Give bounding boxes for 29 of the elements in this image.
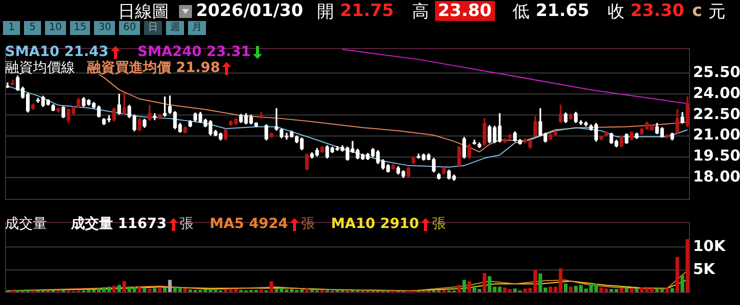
text: MA10 2910 張: [330, 216, 446, 232]
text: 2026/01/30: [196, 1, 304, 21]
text: 21.65: [536, 1, 590, 21]
text: 元: [708, 0, 726, 22]
series-label: SMA10 21.43: [5, 44, 108, 60]
text: 23.30: [630, 1, 684, 21]
text: SMA240 23.31: [138, 44, 251, 60]
y-tick-label: 24.00: [693, 84, 740, 102]
text: 融資均價線: [5, 59, 75, 77]
text: 低: [512, 0, 530, 22]
y-tick-label: 25.50: [693, 62, 740, 81]
annotation: 成交量 11673 張: [71, 216, 194, 232]
text: 23.80: [434, 1, 495, 21]
y-tick-label: 22.50: [693, 104, 740, 123]
text: 開: [317, 0, 334, 22]
text: 1 5 10 15 30 60 日 週 月: [8, 22, 202, 33]
text: c: [692, 1, 702, 21]
series-label: 融資買進均價 21.98: [87, 60, 220, 76]
text: 高: [412, 0, 429, 22]
y-tick-label: 21.00: [693, 126, 740, 144]
y-tick-label: 5K: [693, 260, 716, 278]
text: MA5 4924 張: [210, 216, 315, 232]
chart-title: 日線圖: [118, 0, 169, 22]
y-tick-label: 19.50: [693, 146, 740, 165]
text: 收: [607, 0, 624, 22]
chart-title: 成交量: [5, 215, 47, 233]
y-tick-label: 10K: [693, 237, 727, 256]
y-tick-label: 18.00: [693, 168, 740, 186]
text: 21.75: [340, 1, 394, 21]
